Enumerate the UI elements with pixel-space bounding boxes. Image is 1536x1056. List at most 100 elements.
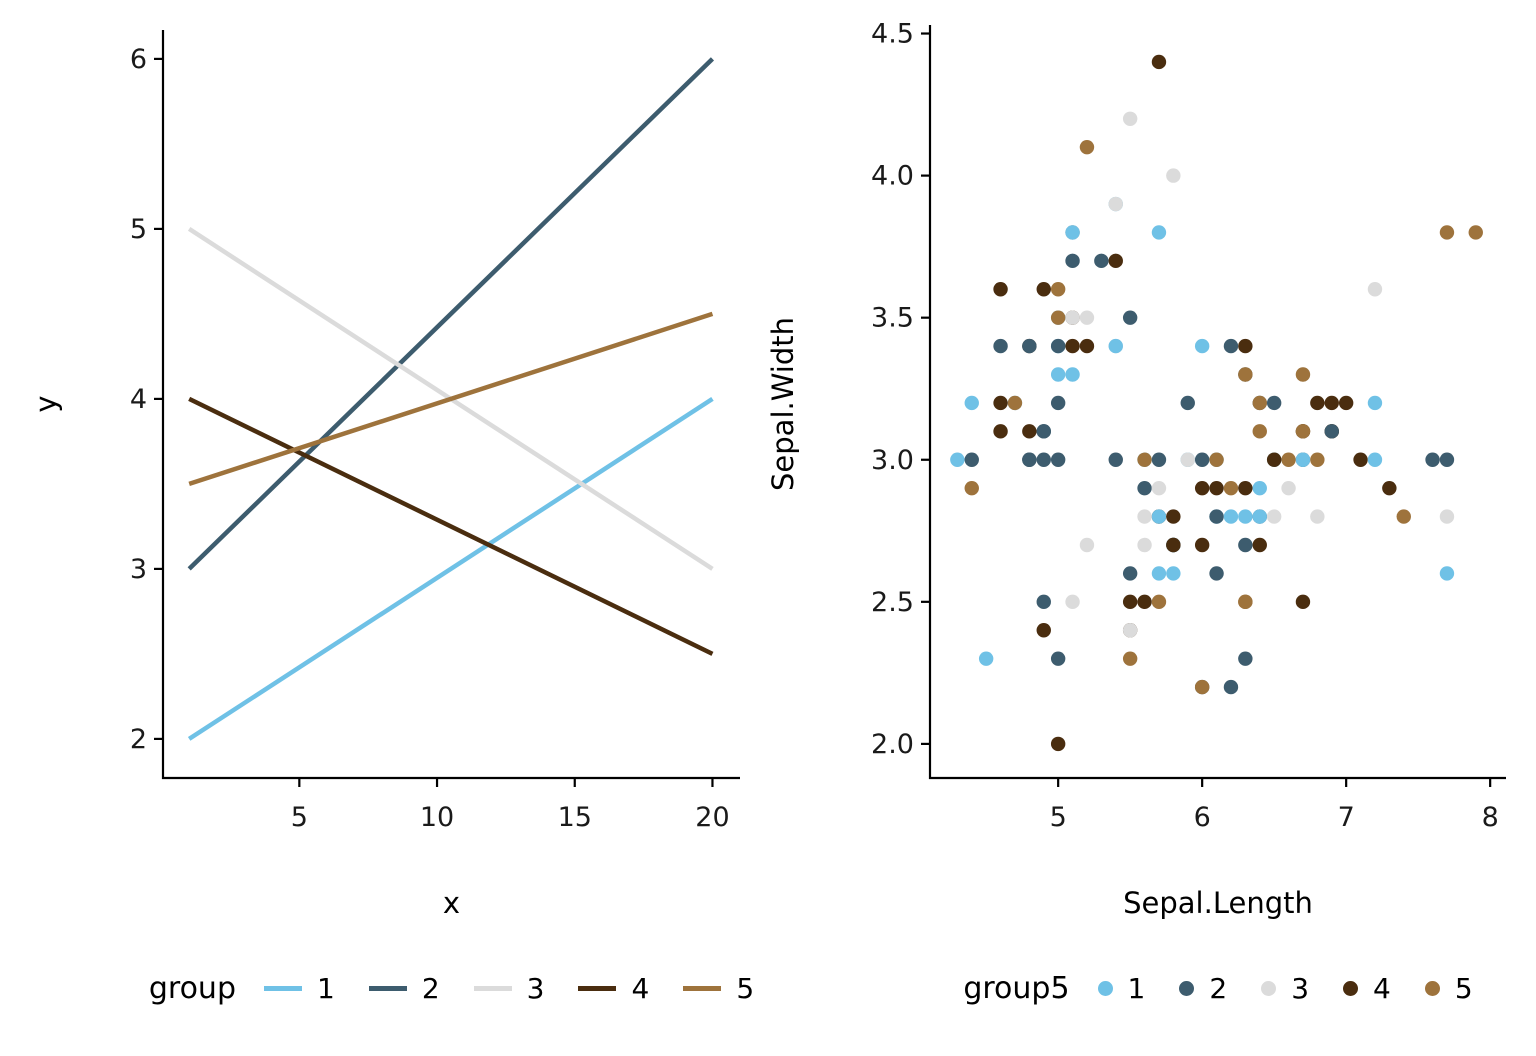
data-point	[993, 338, 1008, 354]
line-chart: 5 10 15 20 2 3 4 5 6	[130, 30, 740, 833]
data-point	[1166, 537, 1181, 553]
data-point	[1050, 452, 1066, 467]
data-point	[1367, 395, 1383, 411]
legend-entry-4: 4	[578, 972, 649, 1005]
data-point	[1238, 594, 1253, 610]
legend-entry-3: 3	[473, 971, 545, 1005]
series-line-4	[188, 396, 714, 656]
data-point	[964, 452, 979, 467]
x-tick-label: 10	[420, 802, 454, 833]
legend-items-right: 1 2 3 4 5	[1097, 971, 1473, 1005]
data-point	[1065, 225, 1080, 240]
data-point	[1050, 651, 1066, 666]
legend-title-right: group5	[963, 970, 1070, 1006]
data-point	[1166, 509, 1181, 524]
data-point	[964, 395, 979, 411]
data-point	[1295, 452, 1311, 467]
data-point	[978, 651, 994, 666]
data-point	[1252, 424, 1267, 439]
data-point	[1382, 480, 1397, 496]
legend-entry-5: 5	[1424, 971, 1473, 1005]
legend-entry-3: 3	[1261, 972, 1309, 1005]
data-point	[1439, 509, 1455, 524]
data-point	[1137, 594, 1152, 610]
data-point	[1238, 480, 1253, 496]
data-point	[1036, 424, 1051, 439]
axis-lines	[161, 30, 740, 780]
x-tick-label: 8	[1482, 802, 1499, 833]
data-point	[1079, 310, 1095, 325]
data-point	[1439, 566, 1455, 581]
data-point	[1209, 566, 1224, 581]
data-point	[1223, 679, 1239, 695]
legend-line-swatch-2	[368, 985, 407, 991]
data-point	[1468, 225, 1483, 240]
x-axis-title-right: Sepal.Length	[1123, 886, 1313, 920]
legend-label-2: 2	[421, 971, 440, 1005]
data-point	[1108, 338, 1123, 354]
data-point	[1151, 225, 1167, 240]
legend-label-3: 3	[526, 971, 545, 1005]
data-point	[1223, 338, 1239, 354]
data-point	[1266, 452, 1282, 467]
data-point	[1281, 480, 1296, 496]
y-axis-title-right: Sepal.Width	[766, 317, 800, 491]
series-line-1	[187, 397, 714, 741]
data-point	[1065, 367, 1080, 382]
legend-label-1: 1	[317, 971, 335, 1005]
data-point	[1209, 452, 1224, 467]
data-point	[1367, 282, 1383, 297]
data-point	[1151, 452, 1167, 467]
legend-line-swatch-1	[264, 985, 302, 991]
x-tick-label: 15	[558, 802, 592, 833]
data-point	[1137, 509, 1152, 524]
data-point	[1396, 509, 1411, 524]
legend-line-swatch-5	[683, 985, 722, 991]
data-point	[1194, 679, 1210, 695]
y-tick-label: 2	[130, 724, 147, 755]
data-point	[1295, 367, 1311, 382]
x-tick-label: 5	[291, 802, 308, 833]
data-point	[1036, 623, 1051, 638]
data-point	[1151, 566, 1167, 581]
data-point	[1108, 253, 1123, 269]
data-point	[1252, 509, 1267, 524]
data-point	[1238, 509, 1253, 524]
data-point	[1238, 367, 1253, 382]
data-point	[1367, 452, 1383, 467]
legend-label-5: 5	[736, 971, 755, 1005]
x-tick-label: 7	[1338, 802, 1355, 833]
data-point	[1022, 424, 1037, 439]
data-point	[1238, 651, 1253, 666]
legend-label-3: 3	[1291, 971, 1310, 1005]
data-point	[1310, 509, 1325, 524]
data-point	[964, 480, 979, 496]
data-point	[1151, 54, 1167, 70]
data-point	[1022, 452, 1037, 467]
data-point	[1166, 168, 1181, 183]
data-point	[1050, 395, 1066, 411]
y-tick-label: 3	[130, 554, 147, 585]
data-point	[1439, 452, 1455, 467]
data-point	[1122, 566, 1138, 581]
legend-line-swatch-3	[473, 985, 512, 991]
data-point	[1166, 566, 1181, 581]
data-point	[1065, 310, 1080, 325]
data-point	[1065, 594, 1080, 610]
data-point	[1223, 480, 1239, 496]
legend-line-swatch-4	[578, 985, 617, 991]
data-point	[1238, 537, 1253, 553]
data-point	[1194, 537, 1210, 553]
legend-point-swatch-1	[1097, 980, 1113, 996]
legend-point-swatch-5	[1424, 980, 1440, 996]
x-tick-label: 20	[695, 802, 729, 833]
data-point	[1353, 452, 1368, 467]
y-axis-title-left: y	[29, 395, 63, 413]
data-point	[1295, 424, 1311, 439]
legend-label-5: 5	[1454, 971, 1473, 1005]
data-point	[1151, 594, 1167, 610]
series-line-2	[187, 57, 715, 571]
legend-point-swatch-2	[1179, 980, 1195, 996]
data-point	[1122, 310, 1138, 325]
legend-label-1: 1	[1127, 971, 1146, 1005]
